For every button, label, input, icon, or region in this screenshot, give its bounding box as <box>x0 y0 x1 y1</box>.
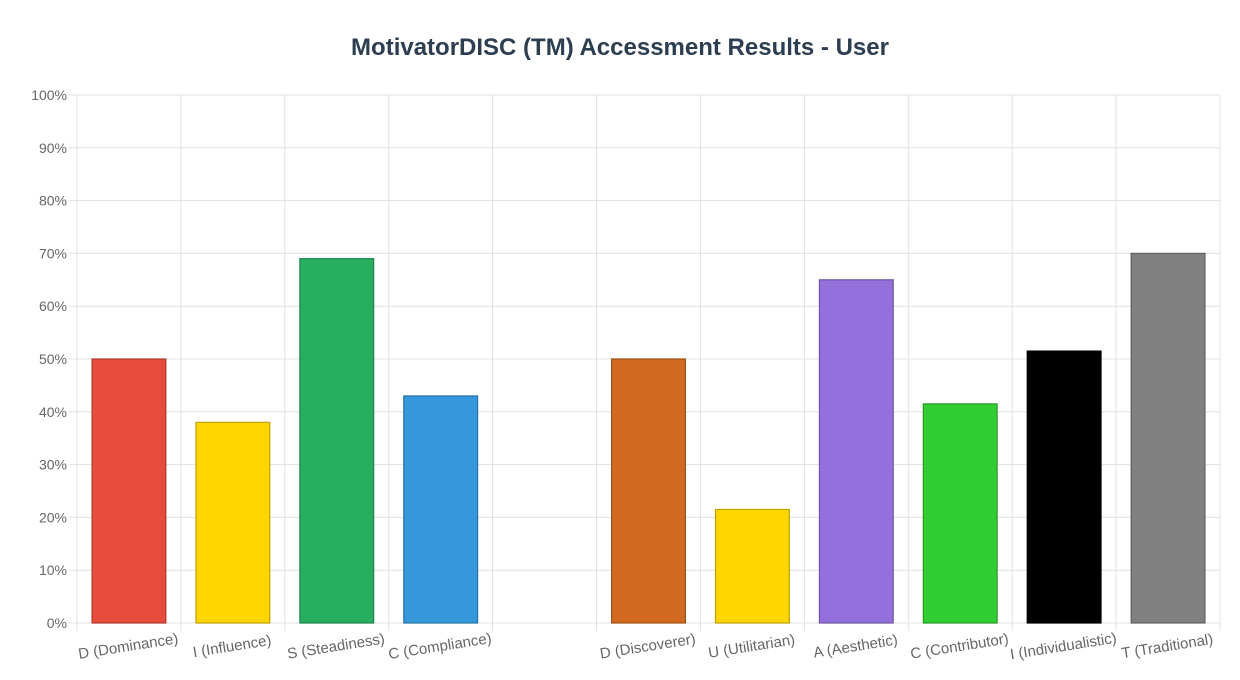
y-tick-label: 40% <box>39 404 67 420</box>
bar <box>195 421 271 624</box>
bar <box>1130 252 1206 624</box>
y-tick-label: 50% <box>39 351 67 367</box>
bar <box>1026 350 1102 624</box>
bar <box>611 358 686 624</box>
bar <box>922 403 998 624</box>
x-tick-label: I (Individualistic) <box>1009 630 1118 664</box>
y-tick-label: 70% <box>39 245 67 261</box>
bars <box>91 252 1206 624</box>
y-tick-label: 10% <box>39 562 67 578</box>
x-tick-label: I (Influence) <box>192 632 273 661</box>
chart-title: MotivatorDISC (TM) Accessment Results - … <box>351 34 889 61</box>
x-tick-label: A (Aesthetic) <box>812 632 899 662</box>
y-axis-ticks: 0% 10% 20% 30% 40% 50% 60% 70% 80% 90% 100% <box>31 87 67 631</box>
y-tick-label: 0% <box>47 615 67 631</box>
y-tick-label: 30% <box>39 457 67 473</box>
x-tick-label: S (Steadiness) <box>286 630 386 662</box>
y-tick-label: 60% <box>39 298 67 314</box>
bar <box>91 358 167 624</box>
bar <box>403 395 479 624</box>
bar <box>714 508 790 624</box>
x-axis-ticks: D (Dominance) I (Influence) S (Steadiness)… <box>77 630 1214 664</box>
bar <box>818 279 894 624</box>
x-tick-label: D (Discoverer) <box>599 631 697 663</box>
bar <box>299 258 375 624</box>
x-tick-label: D (Dominance) <box>77 630 179 663</box>
x-tick-label: C (Contributor) <box>909 630 1010 662</box>
y-tick-label: 80% <box>39 193 67 209</box>
x-tick-label: U (Utilitarian) <box>707 631 796 661</box>
y-tick-label: 20% <box>39 509 67 525</box>
x-tick-label: C (Compliance) <box>387 630 493 663</box>
y-tick-label: 90% <box>39 140 67 156</box>
x-tick-label: T (Traditional) <box>1120 631 1214 662</box>
y-tick-label: 100% <box>31 87 67 103</box>
